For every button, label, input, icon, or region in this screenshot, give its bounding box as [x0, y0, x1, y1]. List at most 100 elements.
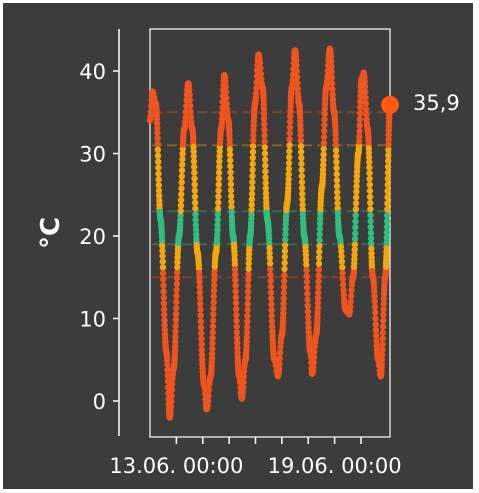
- data-point: [227, 192, 235, 200]
- data-point: [190, 163, 198, 171]
- data-point: [379, 346, 386, 353]
- data-point: [293, 73, 301, 81]
- data-point: [280, 310, 287, 317]
- data-point: [233, 334, 241, 341]
- data-point: [196, 284, 203, 291]
- data-point: [216, 163, 223, 171]
- data-point: [257, 70, 265, 78]
- data-point: [338, 253, 345, 260]
- data-point: [249, 142, 257, 150]
- data-point: [249, 166, 256, 174]
- data-point: [154, 140, 161, 148]
- data-point: [385, 146, 392, 153]
- data-point: [244, 312, 251, 320]
- data-point: [319, 166, 327, 174]
- data-point: [191, 193, 199, 200]
- data-point: [179, 161, 186, 168]
- data-point: [262, 168, 269, 175]
- data-point: [367, 199, 374, 207]
- data-point: [231, 261, 239, 268]
- y-tick-label: 0: [93, 390, 106, 414]
- data-point: [315, 283, 322, 291]
- data-point: [352, 224, 359, 231]
- data-point: [177, 202, 185, 209]
- data-point: [191, 169, 198, 176]
- data-point: [268, 317, 276, 325]
- data-point: [227, 157, 234, 164]
- data-point: [299, 201, 306, 208]
- data-point: [305, 324, 312, 331]
- data-point: [226, 146, 234, 153]
- data-point: [173, 274, 181, 282]
- data-point: [316, 248, 323, 256]
- data-point: [334, 194, 341, 202]
- data-point: [294, 79, 301, 87]
- data-point: [334, 205, 341, 212]
- data-point: [351, 255, 358, 263]
- data-point: [216, 153, 223, 160]
- data-point: [179, 150, 186, 158]
- data-point: [332, 147, 340, 154]
- data-point: [351, 235, 359, 243]
- data-point: [281, 259, 288, 267]
- data-point: [155, 164, 162, 171]
- data-point: [353, 194, 360, 201]
- data-point: [267, 277, 274, 284]
- data-point: [249, 178, 256, 186]
- data-point: [197, 324, 205, 331]
- data-point: [214, 216, 221, 223]
- data-point: [311, 348, 318, 355]
- data-point: [268, 295, 275, 302]
- data-point: [240, 378, 247, 386]
- data-point: [298, 178, 306, 186]
- data-point: [155, 192, 163, 199]
- data-point: [164, 372, 171, 379]
- data-point: [178, 191, 185, 198]
- data-point: [286, 148, 293, 155]
- data-point: [179, 145, 186, 153]
- data-point: [182, 108, 190, 116]
- data-point: [339, 269, 346, 277]
- data-point: [304, 290, 311, 297]
- data-point: [372, 321, 379, 328]
- data-point: [384, 181, 391, 189]
- data-point: [260, 115, 268, 122]
- data-point: [267, 289, 275, 296]
- data-point: [299, 206, 306, 213]
- data-point: [182, 118, 189, 126]
- data-point: [356, 133, 363, 140]
- data-point: [371, 288, 378, 295]
- data-point: [298, 184, 306, 192]
- data-point: [268, 301, 275, 308]
- data-point: [266, 254, 274, 262]
- data-point: [384, 169, 392, 176]
- data-point: [210, 293, 217, 300]
- data-point: [285, 159, 293, 167]
- data-point: [363, 111, 370, 118]
- data-point: [190, 148, 197, 155]
- data-point: [190, 153, 198, 160]
- data-point: [167, 403, 175, 411]
- data-point: [285, 180, 292, 188]
- data-point: [333, 170, 340, 178]
- data-point: [161, 311, 168, 319]
- data-point: [320, 145, 327, 153]
- data-point: [174, 264, 181, 271]
- data-point: [352, 206, 360, 213]
- data-point: [227, 169, 234, 176]
- data-point: [362, 88, 369, 96]
- data-point: [353, 172, 361, 180]
- data-point: [366, 193, 374, 201]
- data-point: [209, 345, 216, 352]
- data-point: [192, 205, 199, 212]
- data-point: [297, 148, 305, 156]
- data-point: [243, 329, 251, 336]
- data-point: [160, 306, 168, 313]
- data-point: [268, 306, 275, 314]
- data-point: [261, 138, 268, 145]
- data-point: [173, 298, 180, 306]
- data-point: [249, 154, 257, 162]
- data-point: [366, 169, 373, 177]
- data-point: [365, 154, 373, 161]
- data-point: [222, 88, 230, 96]
